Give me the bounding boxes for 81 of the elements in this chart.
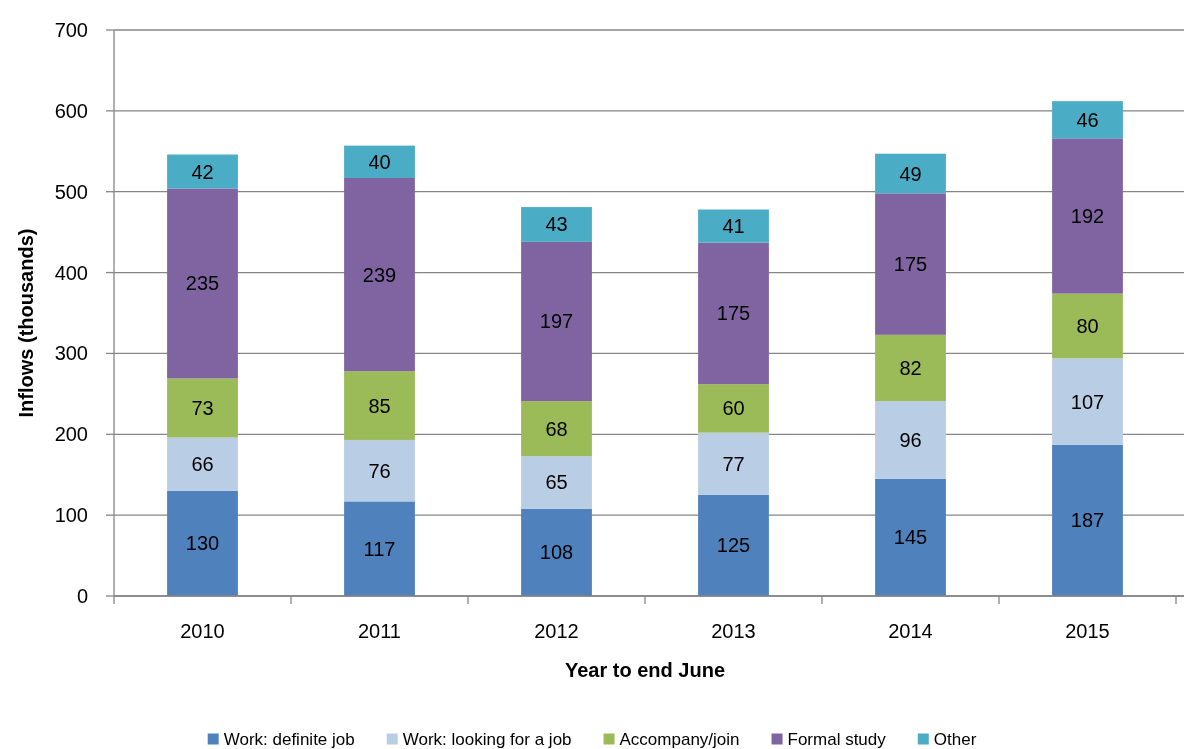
bar	[875, 401, 946, 479]
bar	[344, 145, 415, 178]
y-tick-label: 100	[54, 504, 88, 527]
bar	[1052, 444, 1123, 596]
bar	[1052, 293, 1123, 359]
bar	[875, 478, 946, 596]
data-label: 68	[545, 417, 568, 440]
bar	[875, 153, 946, 194]
y-tick-label: 300	[54, 342, 88, 365]
bar	[167, 490, 238, 596]
data-label: 175	[893, 253, 928, 276]
data-label: 46	[1076, 108, 1099, 131]
data-label: 96	[899, 428, 922, 451]
bar	[698, 209, 769, 243]
x-tick-label: 2014	[888, 620, 933, 642]
data-label: 192	[1070, 204, 1105, 227]
data-label: 76	[368, 459, 391, 482]
bar	[1052, 138, 1123, 294]
data-label: 117	[363, 537, 396, 560]
bar	[167, 154, 238, 189]
bar	[698, 384, 769, 433]
data-label: 66	[191, 453, 214, 476]
bar	[167, 437, 238, 491]
data-label: 40	[368, 150, 391, 173]
y-tick-label: 600	[54, 99, 88, 122]
bar	[698, 242, 769, 385]
bar	[698, 432, 769, 495]
data-label: 80	[1076, 314, 1099, 337]
y-tick-label: 700	[54, 19, 88, 41]
bar	[698, 494, 769, 596]
bar	[521, 207, 592, 242]
data-label: 125	[716, 534, 751, 557]
y-tick-label: 500	[54, 180, 88, 203]
data-label: 49	[899, 162, 922, 185]
bar	[1052, 358, 1123, 445]
bar	[344, 177, 415, 372]
legend-label: Work: looking for a job	[402, 729, 572, 749]
data-label: 82	[899, 356, 922, 379]
data-label: 187	[1070, 509, 1105, 532]
data-label: 239	[362, 263, 397, 286]
x-tick-label: 2015	[1065, 620, 1110, 642]
bar	[344, 501, 415, 596]
y-tick-label: 200	[54, 423, 88, 446]
data-label: 235	[185, 272, 220, 295]
bar	[521, 508, 592, 596]
bar	[521, 401, 592, 457]
bar	[521, 241, 592, 402]
y-tick-label: 400	[54, 261, 88, 284]
x-tick-label: 2012	[534, 620, 579, 642]
data-label: 197	[539, 310, 574, 333]
x-axis-title: Year to end June	[564, 659, 726, 681]
data-label: 85	[368, 394, 391, 417]
data-label: 107	[1070, 390, 1105, 413]
data-label: 145	[893, 526, 928, 549]
y-axis-title: Inflows (thousands)	[15, 228, 37, 418]
bar	[344, 371, 415, 440]
data-label: 175	[716, 302, 751, 325]
data-label: 65	[545, 471, 568, 494]
data-label: 77	[722, 452, 745, 475]
bar	[875, 193, 946, 335]
data-label: 108	[539, 541, 574, 564]
legend-label: Work: definite job	[223, 729, 355, 749]
legend-label: Accompany/join	[619, 729, 740, 749]
data-label: 41	[722, 215, 745, 238]
bar	[1052, 101, 1123, 139]
bar	[521, 456, 592, 509]
x-tick-label: 2013	[711, 620, 756, 642]
bar	[344, 439, 415, 502]
legend-label: Other	[933, 729, 977, 749]
x-tick-label: 2010	[180, 620, 225, 642]
y-tick-label: 0	[76, 585, 88, 607]
bar	[167, 378, 238, 438]
data-label: 42	[191, 160, 214, 183]
bar	[875, 334, 946, 402]
data-label: 73	[191, 397, 214, 420]
data-label: 130	[185, 532, 220, 555]
data-label: 60	[722, 397, 745, 420]
data-label: 43	[545, 213, 568, 236]
legend-label: Formal study	[787, 729, 887, 749]
bar	[167, 188, 238, 379]
x-tick-label: 2011	[357, 620, 402, 642]
